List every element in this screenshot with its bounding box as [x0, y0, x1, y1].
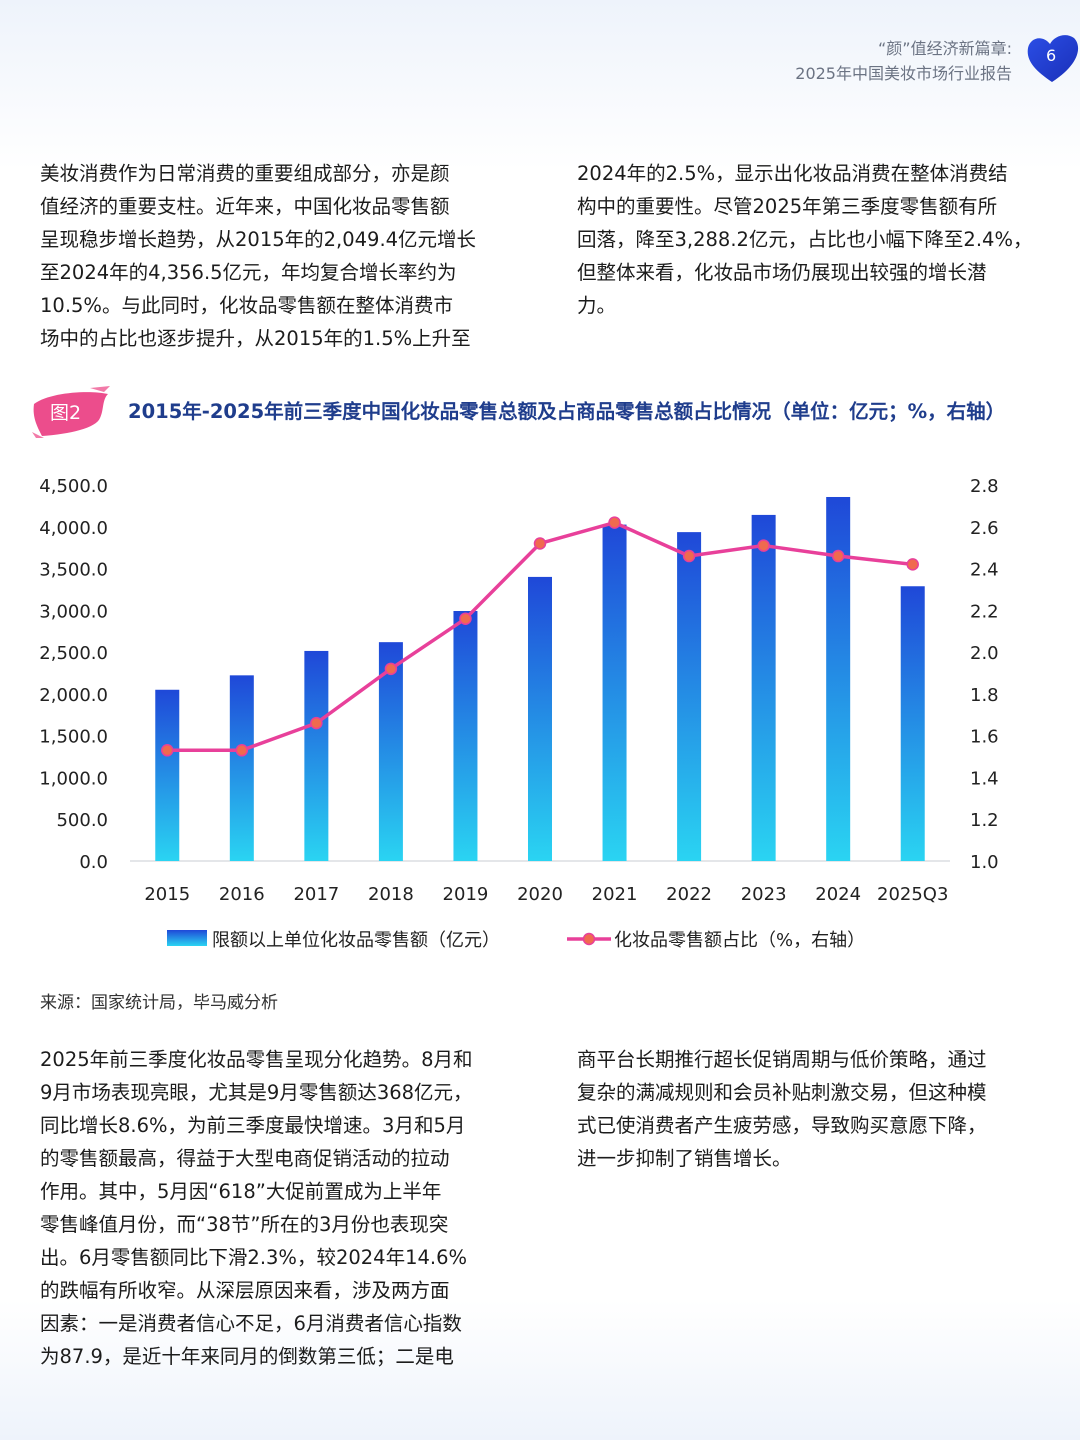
y-right-tick-label: 2.8 — [970, 476, 999, 497]
bar-2018 — [378, 642, 403, 861]
bar-2015 — [155, 689, 180, 861]
header-line-1: “颜”值经济新篇章: — [878, 39, 1012, 58]
y-left-tick-label: 3,000.0 — [39, 601, 108, 622]
header-line-2: 2025年中国美妆市场行业报告 — [795, 64, 1012, 83]
x-tick-label: 2019 — [443, 884, 489, 905]
y-left-tick-label: 1,500.0 — [39, 727, 108, 748]
y-left-tick-label: 4,000.0 — [39, 518, 108, 539]
bar-2019 — [453, 611, 478, 861]
y-right-tick-label: 1.0 — [970, 852, 999, 873]
y-left-tick-label: 500.0 — [56, 810, 108, 831]
figure-tag: 图2 — [30, 384, 110, 440]
y-left-tick-label: 2,000.0 — [39, 685, 108, 706]
y-left-tick-label: 2,500.0 — [39, 643, 108, 664]
bar-2021 — [602, 524, 627, 861]
x-tick-label: 2022 — [666, 884, 712, 905]
x-tick-label: 2016 — [219, 884, 265, 905]
intro-paragraph-right: 2024年的2.5%，显示出化妆品消费在整体消费结 构中的重要性。尽管2025年… — [577, 162, 1033, 317]
share-point-2017 — [310, 716, 323, 730]
y-left-tick-label: 3,500.0 — [39, 560, 108, 581]
y-right-tick-label: 2.2 — [970, 601, 999, 622]
analysis-paragraph-right: 商平台长期推行超长促销周期与低价策略，通过 复杂的满减规则和会员补贴刺激交易，但… — [577, 1048, 987, 1170]
y-right-tick-label: 1.6 — [970, 727, 999, 748]
y-right-tick-label: 1.2 — [970, 810, 999, 831]
report-header: “颜”值经济新篇章: 2025年中国美妆市场行业报告 — [795, 36, 1012, 86]
bar-2022 — [677, 532, 702, 861]
figure-tag-label: 图2 — [50, 402, 82, 424]
y-right-tick-label: 2.0 — [970, 643, 999, 664]
analysis-paragraph-left: 2025年前三季度化妆品零售呈现分化趋势。8月和 9月市场表现亮眼，尤其是9月零… — [40, 1048, 473, 1368]
share-point-2025Q3 — [906, 558, 919, 571]
share-point-2021 — [608, 516, 621, 529]
bar-2020 — [528, 576, 552, 861]
figure-source: 来源：国家统计局，毕马威分析 — [40, 993, 278, 1013]
figure-title: 2015年-2025年前三季度中国化妆品零售总额及占商品零售总额占比情况（单位：… — [128, 400, 1006, 423]
x-tick-label: 2018 — [368, 884, 414, 905]
share-point-2024 — [831, 549, 845, 563]
share-point-2015 — [161, 744, 174, 757]
page-number-badge: 6 — [1024, 30, 1080, 86]
legend-bar-label: 限额以上单位化妆品零售额（亿元） — [212, 930, 500, 951]
x-tick-label: 2020 — [517, 884, 563, 905]
legend-line-marker — [582, 932, 596, 946]
share-point-2019 — [459, 612, 472, 625]
x-tick-label: 2023 — [741, 884, 787, 905]
y-right-tick-label: 2.6 — [970, 518, 999, 539]
bar-2016 — [229, 675, 254, 861]
x-tick-label: 2025Q3 — [877, 884, 948, 905]
x-tick-label: 2017 — [293, 884, 339, 905]
brush-stroke-icon — [32, 386, 110, 438]
y-left-tick-label: 0.0 — [79, 852, 108, 873]
bar-2017 — [304, 650, 329, 861]
share-point-2022 — [682, 549, 696, 563]
x-tick-label: 2021 — [592, 884, 638, 905]
y-right-tick-label: 1.8 — [970, 685, 999, 706]
retail-sales-chart: 4,500.0 4,000.0 3,500.0 3,000.0 2,500.0 2,000… — [39, 476, 999, 951]
y-left-tick-label: 1,000.0 — [39, 768, 108, 789]
share-point-2018 — [384, 662, 398, 676]
heart-icon — [1027, 35, 1079, 82]
share-point-2016 — [235, 744, 249, 757]
x-tick-label: 2024 — [815, 884, 861, 905]
x-tick-label: 2015 — [144, 884, 190, 905]
legend-bar-swatch — [167, 930, 207, 946]
share-point-2020 — [533, 537, 547, 550]
page-number: 6 — [1046, 46, 1057, 65]
y-right-tick-label: 2.4 — [970, 560, 999, 581]
y-right-tick-label: 1.4 — [970, 768, 999, 789]
legend-line-label: 化妆品零售额占比（%，右轴） — [614, 930, 865, 951]
bar-2025Q3 — [900, 586, 925, 861]
intro-paragraph-left: 美妆消费作为日常消费的重要组成部分，亦是颜 值经济的重要支柱。近年来，中国化妆品… — [40, 162, 477, 350]
bar-2023 — [751, 514, 776, 861]
y-left-tick-label: 4,500.0 — [39, 476, 108, 497]
share-point-2023 — [757, 539, 770, 552]
